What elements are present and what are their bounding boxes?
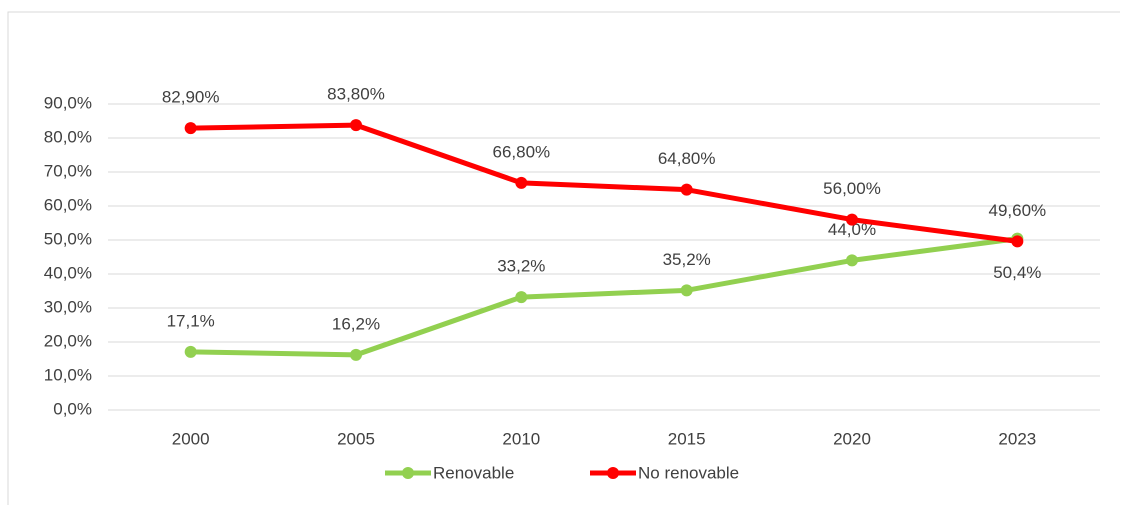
x-tick-label: 2015 bbox=[668, 429, 706, 448]
data-label: 56,00% bbox=[823, 179, 881, 198]
data-label: 83,80% bbox=[327, 85, 385, 104]
y-tick-label: 60,0% bbox=[44, 195, 92, 214]
point bbox=[680, 183, 693, 196]
data-label: 16,2% bbox=[332, 314, 380, 333]
point bbox=[515, 291, 528, 304]
point bbox=[184, 345, 197, 358]
legend-marker bbox=[607, 467, 619, 479]
y-tick-label: 70,0% bbox=[44, 161, 92, 180]
x-tick-label: 2023 bbox=[998, 429, 1036, 448]
frame bbox=[7, 11, 1120, 505]
y-tick-label: 30,0% bbox=[44, 297, 92, 316]
data-label: 82,90% bbox=[162, 88, 220, 107]
y-tick-label: 90,0% bbox=[44, 93, 92, 112]
y-tick-label: 50,0% bbox=[44, 229, 92, 248]
point bbox=[680, 284, 693, 297]
series-line bbox=[190, 236, 1018, 358]
data-label: 33,2% bbox=[497, 257, 545, 276]
point bbox=[1011, 235, 1024, 248]
point bbox=[350, 348, 362, 361]
data-label: 17,1% bbox=[167, 311, 215, 330]
legend-marker bbox=[402, 467, 414, 479]
x-tick-label: 2000 bbox=[172, 429, 210, 448]
y-tick-label: 80,0% bbox=[44, 127, 92, 146]
y-tick-label: 40,0% bbox=[44, 263, 92, 282]
y-tick-label: 10,0% bbox=[44, 365, 92, 384]
y-tick-label: 0,0% bbox=[53, 399, 92, 418]
data-label: 35,2% bbox=[663, 250, 711, 269]
data-label: 66,80% bbox=[492, 142, 550, 161]
x-tick-label: 2010 bbox=[502, 429, 540, 448]
legend-label: No renovable bbox=[638, 463, 739, 482]
data-label: 50,4% bbox=[993, 263, 1041, 282]
series-line bbox=[190, 122, 1018, 244]
point bbox=[184, 122, 197, 135]
data-label: 44,0% bbox=[828, 220, 876, 239]
y-tick-label: 20,0% bbox=[44, 331, 92, 350]
x-tick-label: 2020 bbox=[833, 429, 871, 448]
legend-label: Renovable bbox=[433, 463, 514, 482]
point bbox=[846, 254, 858, 267]
point bbox=[515, 176, 528, 189]
point bbox=[350, 119, 362, 132]
data-label: 64,80% bbox=[658, 149, 716, 168]
point bbox=[846, 213, 858, 226]
data-label: 49,60% bbox=[988, 201, 1046, 220]
x-tick-label: 2005 bbox=[337, 429, 375, 448]
